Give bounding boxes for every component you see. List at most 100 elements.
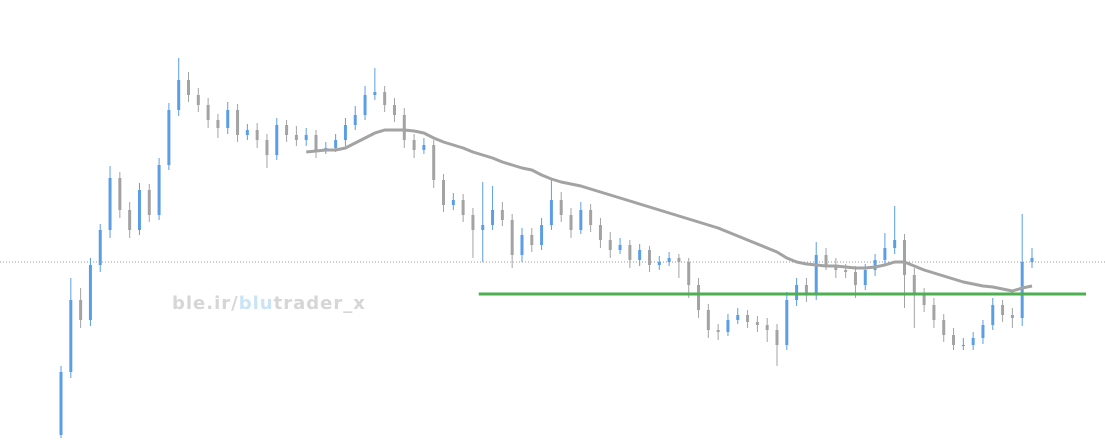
candle-body — [412, 140, 416, 150]
candle-body — [579, 210, 583, 230]
candle-body — [236, 110, 240, 135]
candle-body — [304, 135, 308, 140]
candle-body — [549, 200, 553, 225]
candle-body — [804, 285, 808, 295]
candle-body — [706, 310, 710, 330]
candle-body — [128, 210, 132, 230]
candle-body — [961, 345, 965, 346]
candle-body — [461, 200, 465, 215]
candle-body — [79, 300, 83, 320]
candle-body — [471, 215, 475, 230]
candle-body — [500, 210, 504, 220]
candle-body — [667, 258, 671, 262]
candle-body — [177, 80, 181, 110]
candle-body — [216, 120, 220, 128]
watermark-part: trader_x — [274, 293, 366, 314]
candle-body — [88, 265, 92, 320]
candle-body — [569, 215, 573, 230]
candle-body — [422, 145, 426, 150]
candle-body — [952, 335, 956, 345]
candle-body — [697, 285, 701, 310]
candle-body — [942, 320, 946, 335]
candle-body — [775, 330, 779, 345]
candle-body — [657, 262, 661, 265]
candle-body — [540, 225, 544, 245]
candle-body — [383, 92, 387, 105]
candle-body — [451, 200, 455, 205]
candle-body — [98, 230, 102, 265]
candle-body — [736, 315, 740, 320]
candle-body — [108, 178, 112, 230]
candle-body — [559, 200, 563, 215]
watermark-part: ble.ir/ — [172, 293, 239, 314]
candle-body — [442, 180, 446, 205]
candle-body — [373, 92, 377, 95]
candle-body — [167, 110, 171, 165]
candle-body — [265, 140, 269, 155]
candle-body — [589, 210, 593, 225]
candle-body — [275, 125, 279, 155]
candle-body — [618, 245, 622, 250]
candle-body — [510, 220, 514, 255]
candle-body — [814, 255, 818, 295]
candle-body — [853, 272, 857, 285]
candle-body — [392, 105, 396, 115]
candle-body — [118, 178, 122, 210]
candle-body — [206, 105, 210, 120]
candle-body — [677, 258, 681, 262]
candle-body — [912, 275, 916, 295]
candle-body — [1010, 315, 1014, 318]
candle-body — [765, 325, 769, 330]
candle-body — [226, 110, 230, 128]
candle-body — [1030, 258, 1034, 262]
candle-body — [255, 130, 259, 140]
candle-body — [932, 305, 936, 320]
candle-body — [824, 255, 828, 265]
candle-body — [343, 125, 347, 140]
watermark-part: blu — [239, 293, 274, 314]
candle-body — [481, 225, 485, 230]
candle-body — [608, 240, 612, 250]
candle-body — [59, 372, 63, 435]
candle-body — [785, 300, 789, 345]
watermark: ble.ir/blutrader_x — [172, 293, 366, 314]
candle-body — [863, 270, 867, 285]
candle-body — [981, 325, 985, 338]
candle-body — [245, 130, 249, 135]
candle-body — [432, 145, 436, 180]
candle-body — [157, 165, 161, 215]
candle-body — [873, 260, 877, 270]
candle-body — [628, 245, 632, 260]
candle-body — [746, 315, 750, 322]
candle-body — [353, 115, 357, 125]
candle-body — [314, 135, 318, 150]
candle-body — [755, 322, 759, 325]
candle-body — [902, 240, 906, 275]
candle-body — [844, 270, 848, 272]
candle-body — [893, 240, 897, 248]
candle-body — [687, 262, 691, 285]
candle-body — [726, 320, 730, 332]
candle-body — [922, 295, 926, 305]
candle-body — [363, 95, 367, 115]
candle-body — [334, 140, 338, 148]
candle-body — [716, 330, 720, 332]
candle-body — [638, 250, 642, 260]
candle-body — [1020, 262, 1024, 318]
candle-body — [137, 190, 141, 230]
candle-body — [187, 80, 191, 95]
candle-body — [883, 248, 887, 260]
candle-body — [285, 125, 289, 135]
candle-body — [530, 235, 534, 245]
candle-body — [491, 210, 495, 225]
candle-body — [520, 235, 524, 255]
candle-body — [147, 190, 151, 215]
candle-body — [598, 225, 602, 240]
moving-average — [306, 128, 1033, 293]
candle-body — [991, 305, 995, 325]
candle-body — [294, 135, 298, 140]
candle-body — [1001, 305, 1005, 315]
candle-body — [647, 250, 651, 265]
